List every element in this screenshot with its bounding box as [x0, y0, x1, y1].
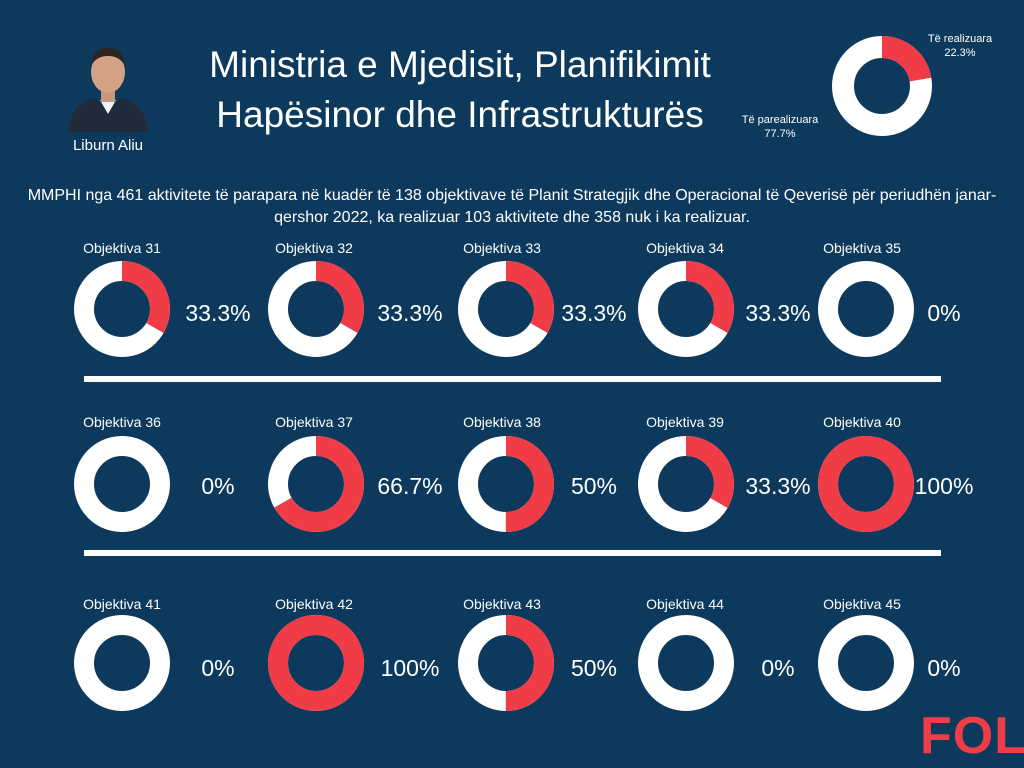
- objective-41-label: Objektiva 41: [83, 596, 161, 612]
- objective-38-label: Objektiva 38: [463, 414, 541, 430]
- objective-37-realized-arc: [268, 436, 364, 532]
- objective-34-label: Objektiva 34: [646, 240, 724, 256]
- objective-45-value-label: 0%: [927, 655, 961, 681]
- objective-44-value-label: 0%: [761, 655, 795, 681]
- objective-37-label: Objektiva 37: [275, 414, 353, 430]
- objective-34-realized-arc: [638, 261, 734, 357]
- objective-36-remaining-arc: [74, 436, 170, 532]
- objective-31-label: Objektiva 31: [83, 240, 161, 256]
- title-line-1: Ministria e Mjedisit, Planifikimit: [209, 44, 711, 85]
- objective-36-donut: [74, 436, 170, 532]
- objective-43-realized-arc: [458, 615, 554, 711]
- objective-40-value-label: 100%: [914, 473, 974, 499]
- objective-39-value-label: 33.3%: [745, 473, 811, 499]
- objective-33-donut: [458, 261, 554, 357]
- summary-unrealized-pct: 77.7%: [764, 128, 796, 140]
- objective-33-realized-arc: [458, 261, 554, 357]
- objective-34-value-label: 33.3%: [745, 300, 811, 326]
- objective-31-value-label: 33.3%: [185, 300, 251, 326]
- objective-32-realized-arc: [268, 261, 364, 357]
- objective-39-label: Objektiva 39: [646, 414, 724, 430]
- summary-realized-arc: [832, 36, 932, 136]
- objective-42-realized-arc: [268, 615, 364, 711]
- summary-unrealized-text: Të parealizuara: [741, 114, 819, 126]
- objective-42-value-label: 100%: [380, 655, 440, 681]
- objective-45-label: Objektiva 45: [823, 596, 901, 612]
- description-text: MMPHI nga 461 aktivitete të parapara në …: [27, 187, 997, 226]
- objective-36-value-label: 0%: [201, 473, 235, 499]
- objective-35-value-label: 0%: [927, 300, 961, 326]
- objective-32-label: Objektiva 32: [275, 240, 353, 256]
- summary-donut-chart: [832, 36, 932, 136]
- objective-43-donut: [458, 615, 554, 711]
- person-icon: [60, 38, 156, 132]
- objective-43-value-label: 50%: [570, 655, 618, 681]
- objective-33-value-label: 33.3%: [561, 300, 627, 326]
- objective-40-donut: [818, 436, 914, 532]
- summary-realized-label: Të realizuara 22.3%: [925, 32, 995, 60]
- objective-32-value-label: 33.3%: [377, 300, 443, 326]
- objective-44-donut: [638, 615, 734, 711]
- objective-37-value-label: 66.7%: [377, 473, 443, 499]
- objective-35-donut: [818, 261, 914, 357]
- objective-32-donut: [268, 261, 364, 357]
- objective-40-label: Objektiva 40: [823, 414, 901, 430]
- divider-row-1: [84, 376, 941, 382]
- summary-realized-text: Të realizuara: [927, 33, 993, 45]
- fol-logo: FOL: [920, 707, 1024, 765]
- objective-43-label: Objektiva 43: [463, 596, 541, 612]
- objective-41-value-label: 0%: [201, 655, 235, 681]
- objective-42-donut: [268, 615, 364, 711]
- divider-row-2: [84, 550, 941, 556]
- objective-41-donut: [74, 615, 170, 711]
- summary-unrealized-label: Të parealizuara 77.7%: [730, 113, 830, 141]
- objective-45-donut: [818, 615, 914, 711]
- person-name: Liburn Aliu: [72, 137, 144, 154]
- objective-40-realized-arc: [818, 436, 914, 532]
- title-line-2: Hapësinor dhe Infrastrukturës: [216, 94, 704, 135]
- objective-37-donut: [268, 436, 364, 532]
- objective-39-realized-arc: [638, 436, 734, 532]
- summary-realized-pct: 22.3%: [944, 47, 976, 59]
- objective-33-label: Objektiva 33: [463, 240, 541, 256]
- objective-35-label: Objektiva 35: [823, 240, 901, 256]
- objective-44-label: Objektiva 44: [646, 596, 724, 612]
- objective-39-donut: [638, 436, 734, 532]
- objective-42-label: Objektiva 42: [275, 596, 353, 612]
- objective-34-donut: [638, 261, 734, 357]
- objective-45-remaining-arc: [818, 615, 914, 711]
- objective-41-remaining-arc: [74, 615, 170, 711]
- objective-38-donut: [458, 436, 554, 532]
- objective-44-remaining-arc: [638, 615, 734, 711]
- objective-31-donut: [74, 261, 170, 357]
- objective-31-realized-arc: [74, 261, 170, 357]
- objective-35-remaining-arc: [818, 261, 914, 357]
- minister-photo: [60, 38, 156, 132]
- page-title: Ministria e Mjedisit, Planifikimit Hapës…: [150, 40, 770, 140]
- objective-38-value-label: 50%: [570, 473, 618, 499]
- objective-36-label: Objektiva 36: [83, 414, 161, 430]
- objective-38-realized-arc: [458, 436, 554, 532]
